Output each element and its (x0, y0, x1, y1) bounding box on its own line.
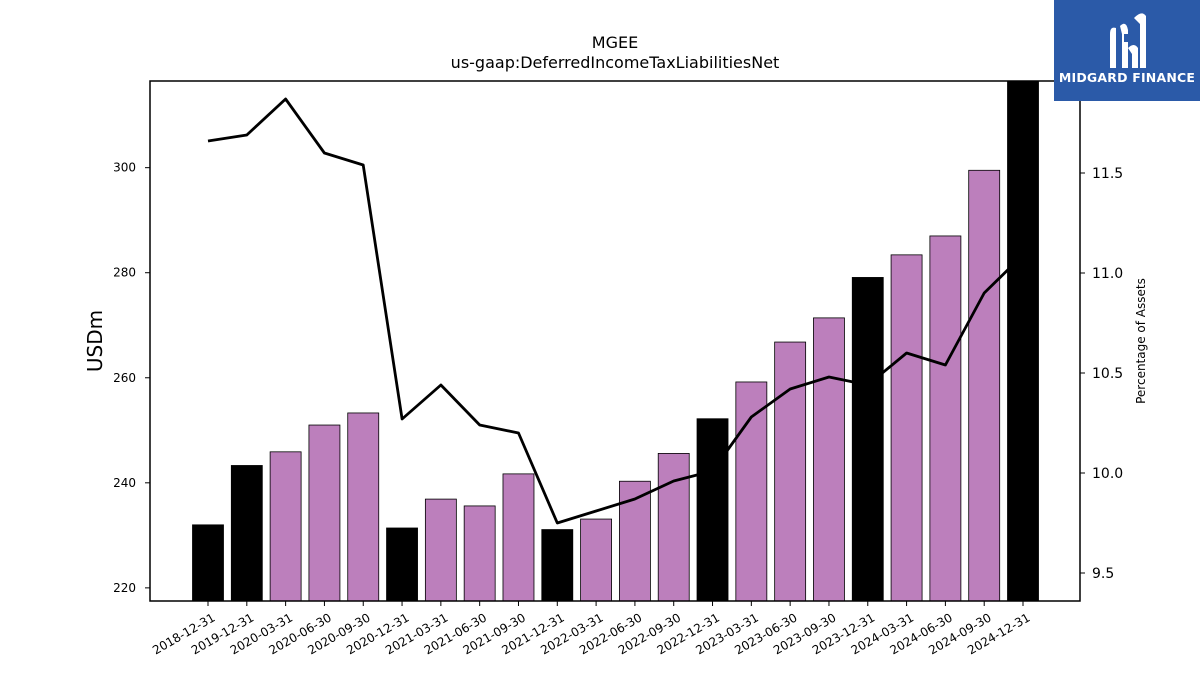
y2-tick-label: 10.5 (1092, 366, 1123, 382)
bar (735, 381, 768, 601)
bar (308, 424, 341, 601)
bar (230, 465, 263, 601)
y2-axis-label: Percentage of Assets (1134, 278, 1148, 404)
plot-frame (149, 80, 1081, 602)
chart-subtitle: us-gaap:DeferredIncomeTaxLiabilitiesNet (451, 53, 780, 72)
y-axis-right: 9.5 10.0 10.5 11.0 11.5 (1080, 166, 1123, 582)
bar (774, 341, 807, 601)
y-tick-label: 220 (113, 581, 136, 595)
bar (890, 254, 923, 601)
y2-tick-label: 11.5 (1092, 166, 1123, 182)
bar (813, 317, 845, 601)
y-tick-label: 280 (113, 266, 136, 280)
logo: MIDGARD FINANCE (1054, 0, 1200, 101)
bar (269, 451, 302, 601)
bar (541, 529, 574, 601)
y-tick-label: 260 (113, 371, 136, 385)
bar (192, 524, 224, 601)
y2-tick-label: 10.0 (1092, 466, 1123, 482)
y-tick-label: 300 (113, 161, 136, 175)
y2-tick-label: 9.5 (1092, 566, 1114, 582)
bar (929, 235, 962, 601)
y2-tick-label: 11.0 (1092, 266, 1123, 282)
bar (968, 169, 1001, 601)
bar (851, 277, 884, 601)
chart-title: MGEE (592, 33, 638, 52)
x-axis: 2018-12-312019-12-312020-03-312020-06-30… (150, 601, 1033, 657)
bar (424, 498, 457, 601)
bar (463, 505, 496, 601)
y-axis-label: USDm (83, 310, 107, 372)
logo-text: MIDGARD FINANCE (1058, 70, 1196, 85)
series-line (207, 97, 1024, 525)
bar (347, 412, 380, 601)
bar-group (192, 81, 1039, 601)
bar (386, 527, 418, 601)
logo-mark-icon (1110, 13, 1146, 69)
line-group (207, 97, 1024, 525)
bar (696, 418, 729, 601)
y-tick-label: 240 (113, 476, 136, 490)
bar (1007, 81, 1039, 601)
bar (657, 453, 690, 601)
bar (502, 473, 535, 601)
bar (580, 518, 612, 601)
y-axis-left: 220 240 260 280 300 (113, 161, 150, 595)
